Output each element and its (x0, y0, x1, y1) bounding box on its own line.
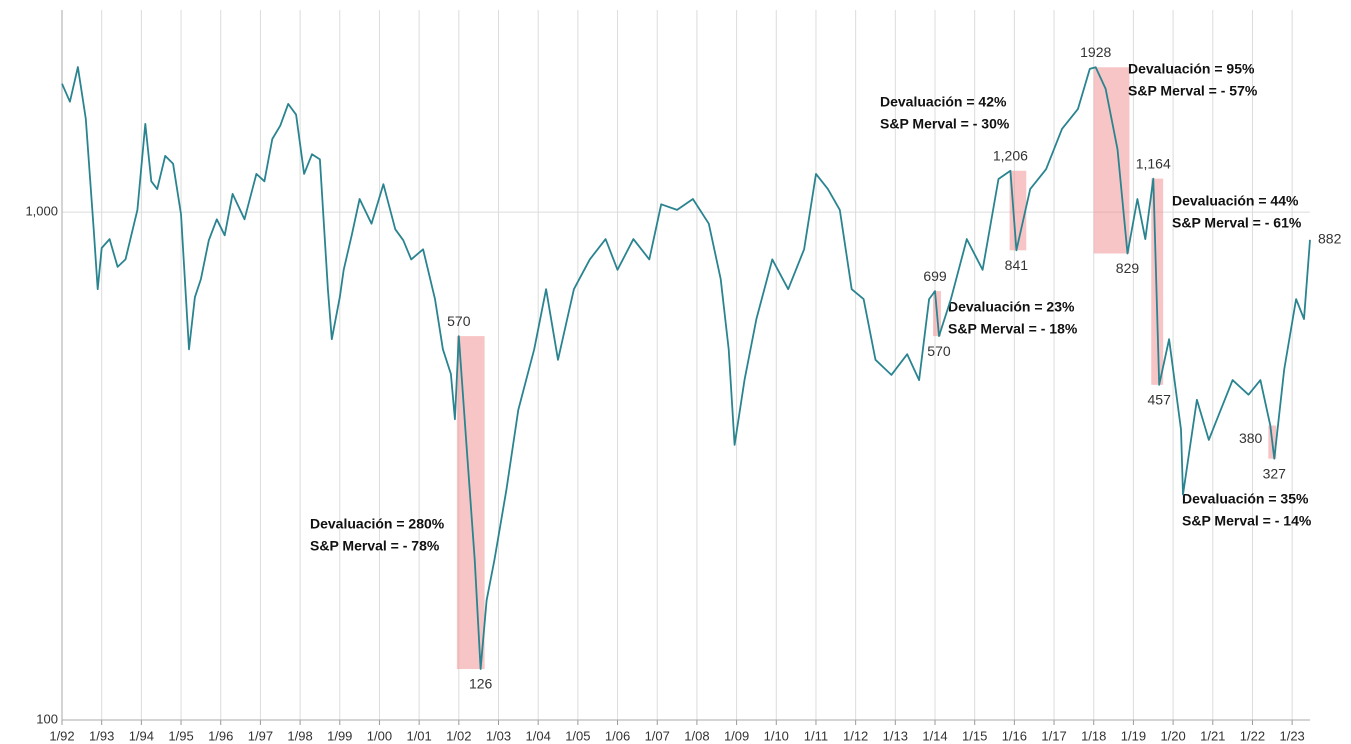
data-label: 1928 (1080, 44, 1111, 60)
data-label: 882 (1318, 231, 1342, 247)
annotation: Devaluación = 23% (948, 299, 1075, 315)
line (61, 66, 1311, 670)
devaluation-period (1151, 178, 1164, 385)
annotation: S&P Merval = - 57% (1128, 83, 1258, 99)
data-label: 829 (1116, 260, 1140, 276)
data-label: 380 (1239, 430, 1263, 446)
data-label: 457 (1148, 392, 1172, 408)
data-label: 1,206 (993, 147, 1028, 163)
data-label: 126 (469, 676, 493, 692)
x-tick-label: 1/10 (764, 728, 789, 743)
x-tick-label: 1/17 (1041, 728, 1066, 743)
data-label: 841 (1005, 257, 1029, 273)
x-tick-label: 1/97 (248, 728, 273, 743)
devaluation-period (1009, 170, 1027, 251)
x-tick-label: 1/04 (526, 728, 551, 743)
x-tick-label: 1/05 (565, 728, 590, 743)
x-tick-label: 1/99 (327, 728, 352, 743)
annotation: Devaluación = 42% (880, 94, 1007, 110)
annotation: S&P Merval = - 30% (880, 116, 1010, 132)
x-tick-label: 1/12 (843, 728, 868, 743)
annotation: Devaluación = 280% (310, 516, 445, 532)
x-tick-label: 1/19 (1121, 728, 1146, 743)
annotation: S&P Merval = - 18% (948, 321, 1078, 337)
x-tick-label: 1/16 (1002, 728, 1027, 743)
annotation: S&P Merval = - 61% (1172, 215, 1302, 231)
x-tick-label: 1/00 (367, 728, 392, 743)
x-tick-label: 1/08 (684, 728, 709, 743)
annotation: S&P Merval = - 14% (1182, 513, 1312, 529)
x-tick-label: 1/01 (406, 728, 431, 743)
x-tick-label: 1/02 (446, 728, 471, 743)
data-label: 570 (927, 343, 951, 359)
x-tick-label: 1/93 (89, 728, 114, 743)
x-tick-label: 1/13 (883, 728, 908, 743)
x-tick-label: 1/15 (962, 728, 987, 743)
annotation: Devaluación = 44% (1172, 193, 1299, 209)
x-tick-label: 1/95 (168, 728, 193, 743)
x-tick-label: 1/09 (724, 728, 749, 743)
y-tick-label: 100 (36, 711, 58, 726)
y-tick-label: 1,000 (25, 204, 58, 219)
x-tick-label: 1/98 (287, 728, 312, 743)
annotation: Devaluación = 95% (1128, 61, 1255, 77)
x-tick-label: 1/11 (804, 728, 828, 743)
data-label: 699 (923, 268, 947, 284)
x-tick-label: 1/03 (486, 728, 511, 743)
x-tick-label: 1/22 (1240, 728, 1265, 743)
x-tick-label: 1/21 (1200, 728, 1225, 743)
annotation: Devaluación = 35% (1182, 491, 1309, 507)
x-tick-label: 1/14 (922, 728, 947, 743)
x-tick-label: 1/92 (49, 728, 74, 743)
x-tick-label: 1/94 (129, 728, 154, 743)
devaluation-period (1093, 67, 1130, 254)
data-label: 1,164 (1136, 155, 1171, 171)
x-tick-label: 1/07 (645, 728, 670, 743)
annotation: S&P Merval = - 78% (310, 538, 440, 554)
data-label: 570 (447, 313, 471, 329)
x-tick-label: 1/23 (1279, 728, 1304, 743)
x-tick-label: 1/96 (208, 728, 233, 743)
x-tick-label: 1/18 (1081, 728, 1106, 743)
x-tick-label: 1/20 (1160, 728, 1185, 743)
data-label: 327 (1263, 465, 1287, 481)
x-tick-label: 1/06 (605, 728, 630, 743)
